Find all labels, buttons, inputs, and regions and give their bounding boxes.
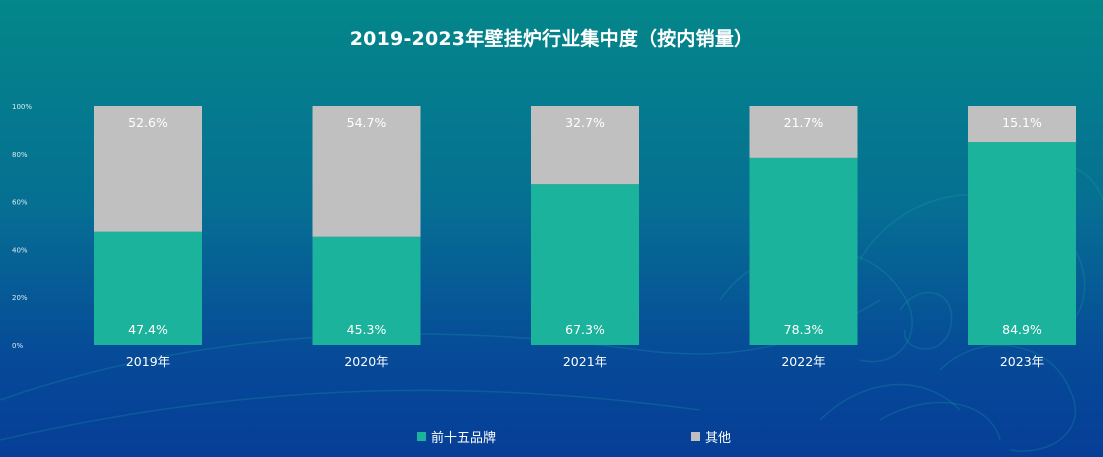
bar-top15 (968, 142, 1076, 345)
bar-other (312, 106, 421, 237)
bar-other (968, 106, 1076, 143)
bar-other (531, 106, 639, 185)
y-tick-label: 80% (12, 151, 28, 159)
data-label-top15: 45.3% (347, 322, 387, 337)
x-tick-label: 2020年 (344, 354, 388, 369)
data-label-other: 54.7% (347, 115, 387, 130)
data-label-top15: 67.3% (565, 322, 605, 337)
data-label-other: 32.7% (565, 115, 605, 130)
data-label-top15: 78.3% (784, 322, 824, 337)
data-label-other: 15.1% (1002, 115, 1042, 130)
data-label-top15: 47.4% (128, 322, 168, 337)
legend-item-other: 其他 (691, 427, 731, 446)
bar-other (94, 106, 202, 232)
chart-title: 2019-2023年壁挂炉行业集中度（按内销量） (349, 28, 754, 50)
legend-swatch-other (691, 432, 700, 441)
y-tick-label: 100% (12, 103, 32, 111)
bar-top15 (312, 236, 421, 345)
data-label-other: 21.7% (784, 115, 824, 130)
bar-top15 (749, 157, 858, 345)
legend: 前十五品牌 其他 (0, 427, 1103, 446)
x-tick-label: 2023年 (1000, 354, 1044, 369)
bar-top15 (531, 184, 639, 345)
y-tick-label: 60% (12, 199, 28, 207)
legend-swatch-top15 (417, 432, 426, 441)
x-tick-label: 2022年 (781, 354, 825, 369)
x-tick-label: 2019年 (126, 354, 170, 369)
legend-label-other: 其他 (705, 431, 732, 446)
y-tick-label: 40% (12, 246, 28, 254)
y-tick-label: 0% (12, 342, 23, 350)
bar-other (749, 106, 858, 158)
legend-item-top15: 前十五品牌 (417, 427, 496, 446)
x-tick-label: 2021年 (563, 354, 607, 369)
bar-top15 (94, 231, 202, 345)
data-label-other: 52.6% (128, 115, 168, 130)
data-label-top15: 84.9% (1002, 322, 1042, 337)
legend-label-top15: 前十五品牌 (431, 431, 497, 446)
y-tick-label: 20% (12, 294, 28, 302)
